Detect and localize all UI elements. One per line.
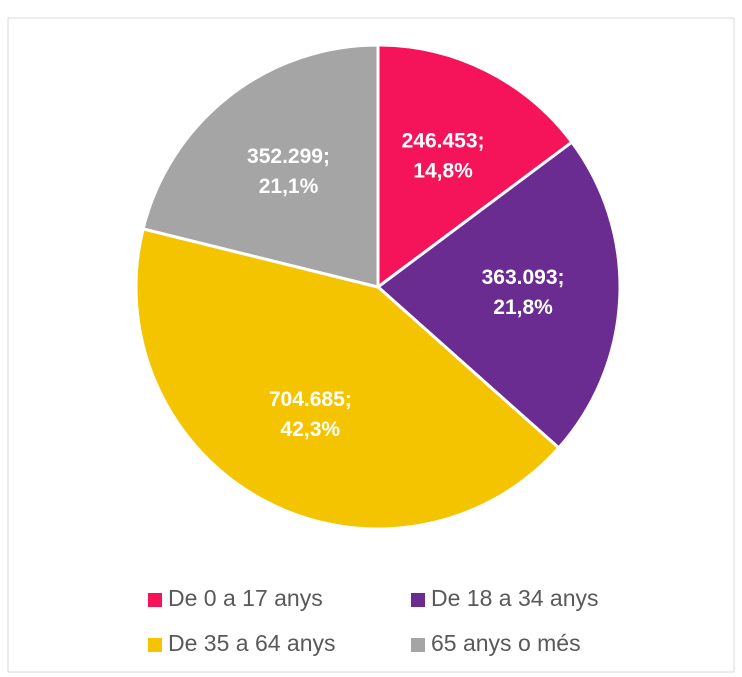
legend-label: De 18 a 34 anys xyxy=(431,585,599,611)
pie-slice xyxy=(376,43,574,290)
data-label: 21,1% xyxy=(259,175,319,198)
pie-slice xyxy=(134,227,561,531)
legend-label: 65 anys o més xyxy=(431,630,581,656)
data-label: 363.093; xyxy=(482,266,565,289)
legend-swatch xyxy=(411,638,425,652)
data-label: 21,8% xyxy=(493,296,553,319)
data-label: 352.299; xyxy=(247,145,330,168)
pie-slice xyxy=(141,43,380,289)
legend-label: De 0 a 17 anys xyxy=(168,585,323,611)
legend-swatch xyxy=(411,593,425,607)
data-label: 246.453; xyxy=(402,130,485,153)
legend-swatch xyxy=(148,638,162,652)
data-label: 704.685; xyxy=(269,388,352,411)
legend-swatch xyxy=(148,593,162,607)
data-label: 42,3% xyxy=(281,418,341,441)
legend-label: De 35 a 64 anys xyxy=(168,630,336,656)
pie-slice xyxy=(375,140,622,451)
data-label: 14,8% xyxy=(413,160,473,183)
